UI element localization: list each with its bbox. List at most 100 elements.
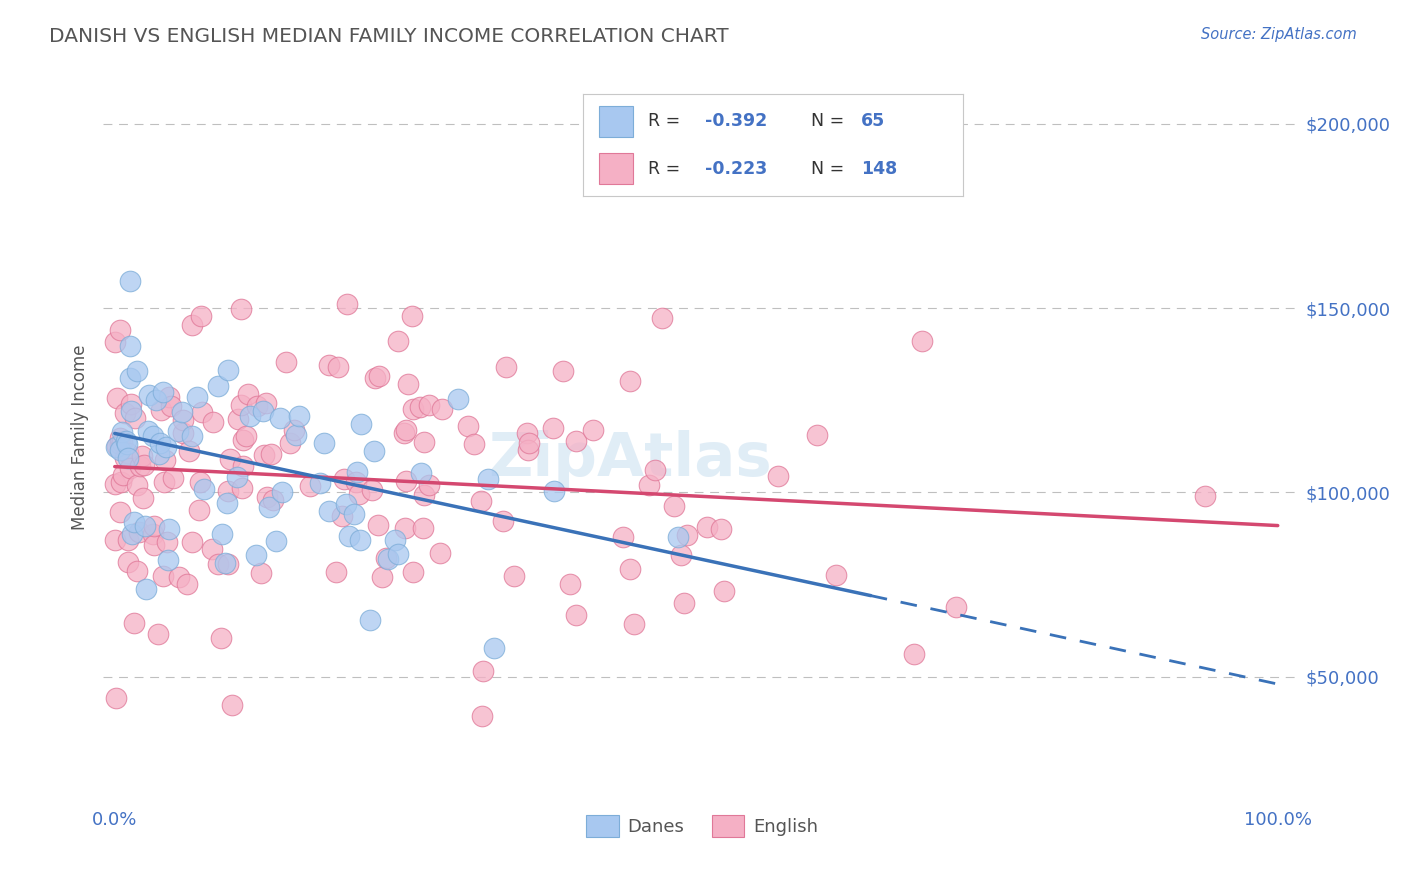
Point — [384, 533, 406, 548]
Point — [142, 538, 165, 552]
Point — [149, 436, 172, 450]
Point — [825, 567, 848, 582]
Point — [105, 392, 128, 406]
Point — [257, 500, 280, 514]
Point — [157, 522, 180, 536]
Point — [162, 471, 184, 485]
Legend: Danes, English: Danes, English — [579, 808, 825, 845]
Point — [250, 566, 273, 580]
Point — [299, 479, 322, 493]
Point — [172, 404, 194, 418]
Point — [411, 466, 433, 480]
Point — [349, 533, 371, 547]
Point — [127, 477, 149, 491]
Point — [181, 535, 204, 549]
Point — [202, 415, 225, 429]
Point — [188, 503, 211, 517]
Point — [232, 459, 254, 474]
Point — [318, 359, 340, 373]
Point — [470, 494, 492, 508]
Point — [377, 552, 399, 566]
Point — [318, 504, 340, 518]
Point — [412, 521, 434, 535]
Point — [256, 490, 278, 504]
Point — [516, 425, 538, 440]
Text: 65: 65 — [860, 112, 884, 130]
Point — [396, 376, 419, 391]
Point — [232, 433, 254, 447]
Point — [152, 569, 174, 583]
Point — [134, 458, 156, 472]
Point — [122, 616, 145, 631]
Point — [412, 488, 434, 502]
Point — [457, 418, 479, 433]
Point — [180, 428, 202, 442]
Text: DANISH VS ENGLISH MEDIAN FAMILY INCOME CORRELATION CHART: DANISH VS ENGLISH MEDIAN FAMILY INCOME C… — [49, 27, 728, 45]
Point — [337, 529, 360, 543]
Point — [217, 484, 239, 499]
Point — [430, 401, 453, 416]
Point — [120, 338, 142, 352]
Point — [264, 533, 287, 548]
Point — [368, 368, 391, 383]
Point — [193, 482, 215, 496]
Point — [335, 497, 357, 511]
Point — [412, 434, 434, 449]
Point — [211, 527, 233, 541]
Point — [503, 569, 526, 583]
Point — [155, 440, 177, 454]
Point — [541, 421, 564, 435]
Point — [152, 384, 174, 399]
Point — [209, 631, 232, 645]
Point — [672, 596, 695, 610]
Point — [623, 617, 645, 632]
Bar — [599, 106, 633, 136]
Point — [238, 409, 260, 423]
Point — [159, 399, 181, 413]
Point — [104, 690, 127, 705]
Point — [551, 364, 574, 378]
Point — [114, 406, 136, 420]
Point — [429, 545, 451, 559]
Point — [276, 355, 298, 369]
Point — [245, 548, 267, 562]
Point — [214, 557, 236, 571]
Point — [254, 396, 277, 410]
Text: ZipAtlas: ZipAtlas — [488, 430, 772, 489]
Point — [108, 505, 131, 519]
Point — [111, 468, 134, 483]
Point — [121, 526, 143, 541]
Point — [180, 318, 202, 333]
Point — [111, 434, 134, 449]
Point — [364, 371, 387, 385]
Text: N =: N = — [811, 160, 851, 178]
Point — [117, 533, 139, 548]
Point — [111, 425, 134, 439]
Point — [477, 472, 499, 486]
Point — [675, 528, 697, 542]
Point — [207, 379, 229, 393]
Point — [238, 387, 260, 401]
Point — [104, 440, 127, 454]
Point — [131, 449, 153, 463]
Point — [246, 399, 269, 413]
Point — [371, 570, 394, 584]
Point — [565, 434, 588, 448]
Point — [117, 555, 139, 569]
Point — [446, 392, 468, 407]
Point — [117, 445, 139, 459]
Point — [651, 311, 673, 326]
Point — [284, 428, 307, 442]
Point — [283, 424, 305, 438]
Point — [157, 553, 180, 567]
Point — [517, 442, 540, 457]
Point — [346, 465, 368, 479]
Point — [105, 439, 128, 453]
Point — [402, 402, 425, 417]
Point — [343, 508, 366, 522]
Point — [217, 557, 239, 571]
Point — [172, 425, 194, 440]
Point — [124, 410, 146, 425]
Point — [463, 437, 485, 451]
Point — [108, 431, 131, 445]
